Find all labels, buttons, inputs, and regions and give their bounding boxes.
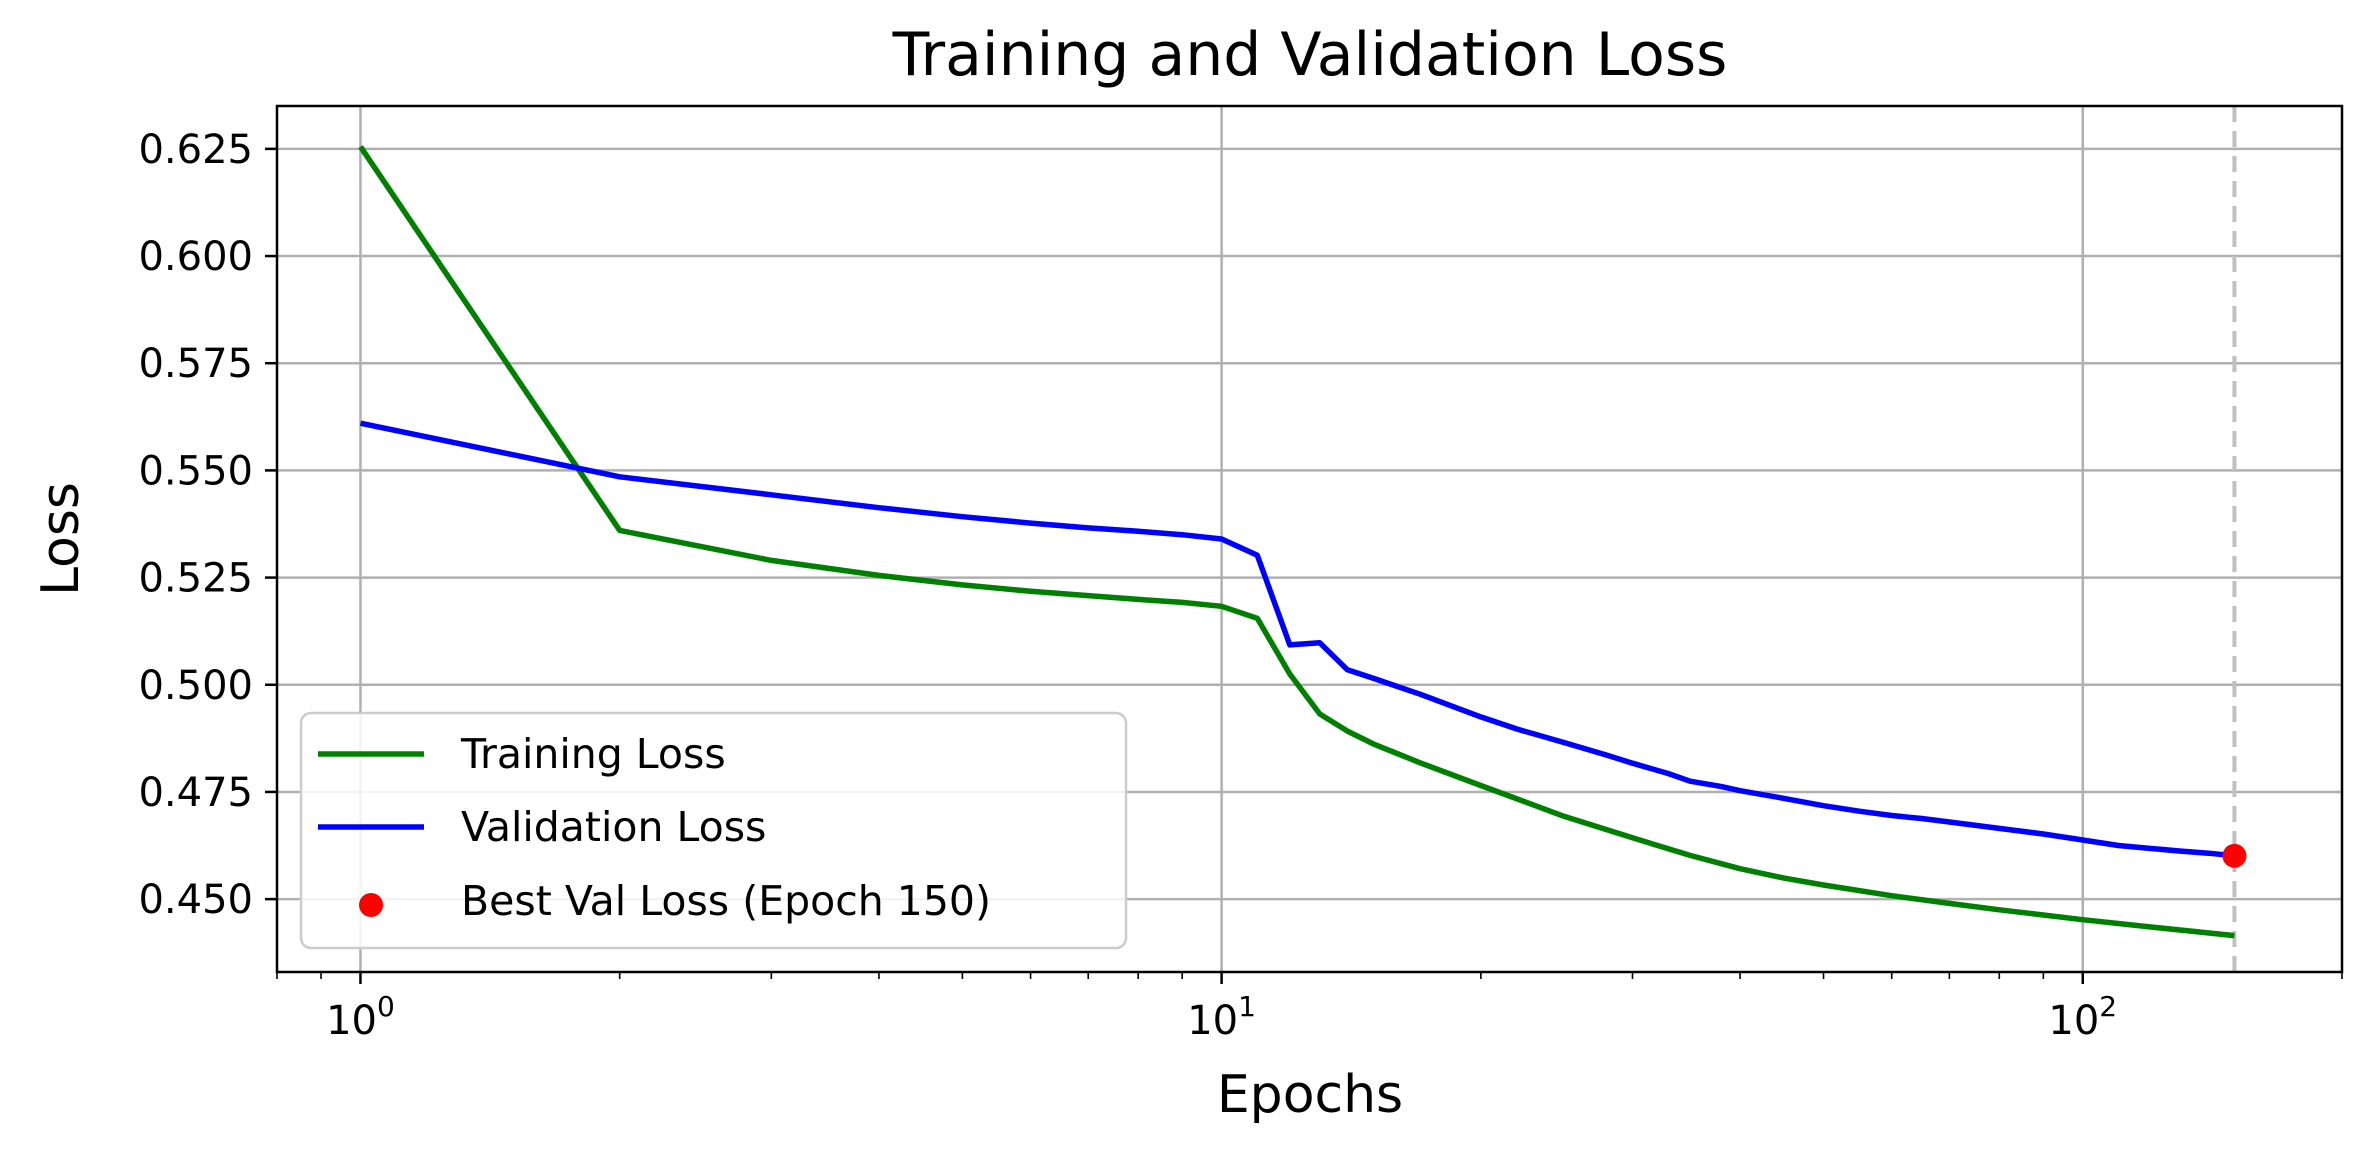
legend-label-validation: Validation Loss: [461, 803, 766, 851]
x-tick-label: 101: [1187, 990, 1256, 1044]
y-axis-label: Loss: [31, 482, 91, 596]
x-axis-label: Epochs: [1217, 1065, 1403, 1125]
y-tick-label: 0.475: [138, 770, 253, 816]
plot-frame: [275, 104, 2344, 974]
y-tick-label: 0.625: [138, 127, 253, 173]
x-tick-label: 100: [326, 990, 395, 1044]
legend-label-training: Training Loss: [460, 730, 726, 778]
series-line-validation-loss: [359, 420, 2235, 859]
legend: Training Loss Validation Loss Best Val L…: [299, 711, 1128, 950]
y-axis-ticks: 0.450 0.475 0.500 0.525 0.550 0.575 0.600 0.625: [138, 127, 277, 923]
y-tick-label: 0.550: [138, 448, 253, 494]
y-tick-label: 0.600: [138, 234, 253, 280]
y-tick-label: 0.500: [138, 663, 253, 709]
series-lines: [358, 145, 2235, 939]
best-val-loss-point: [2222, 843, 2247, 868]
y-tick-label: 0.450: [138, 877, 253, 923]
series-line-training-loss: [358, 145, 2235, 939]
chart-title: Training and Validation Loss: [892, 20, 1728, 90]
legend-box: [299, 711, 1128, 950]
y-tick-label: 0.525: [138, 556, 253, 602]
legend-swatch-best: [359, 893, 383, 917]
x-axis-ticks: 100 101 102: [326, 972, 2117, 1044]
legend-label-best: Best Val Loss (Epoch 150): [461, 877, 991, 925]
y-tick-label: 0.575: [138, 341, 253, 387]
x-tick-label: 102: [2048, 990, 2117, 1044]
